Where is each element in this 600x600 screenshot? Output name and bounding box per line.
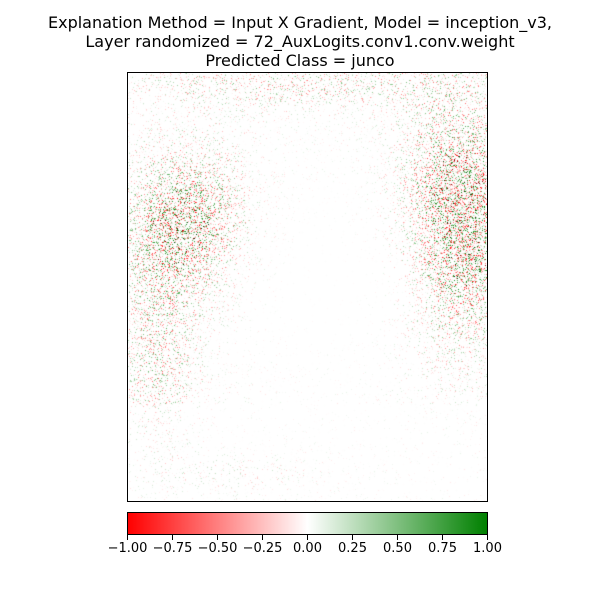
colorbar-tick-label: −1.00 xyxy=(107,541,148,556)
colorbar-tick-mark xyxy=(487,535,488,540)
colorbar-tick-mark xyxy=(307,535,308,540)
colorbar-tick-label: 0.50 xyxy=(383,541,412,556)
colorbar-tick-label: 0.25 xyxy=(338,541,367,556)
figure-title-line-1: Explanation Method = Input X Gradient, M… xyxy=(47,13,552,32)
colorbar-tick-label: −0.75 xyxy=(152,541,193,556)
figure-title-line-3: Predicted Class = junco xyxy=(205,51,395,70)
colorbar-tick-mark xyxy=(397,535,398,540)
colorbar-tick-label: −0.25 xyxy=(242,541,283,556)
colorbar-tick-label: −0.50 xyxy=(197,541,238,556)
colorbar-tick-mark xyxy=(442,535,443,540)
attribution-heatmap-canvas xyxy=(128,73,487,501)
colorbar-tick-label: 1.00 xyxy=(473,541,502,556)
colorbar-tick-mark xyxy=(352,535,353,540)
colorbar-tick-mark xyxy=(262,535,263,540)
colorbar-tick-label: 0.00 xyxy=(293,541,322,556)
colorbar-tick-mark xyxy=(172,535,173,540)
colorbar-tick-mark xyxy=(127,535,128,540)
figure-title-line-2: Layer randomized = 72_AuxLogits.conv1.co… xyxy=(85,32,515,51)
colorbar-tick-mark xyxy=(217,535,218,540)
colorbar xyxy=(127,512,488,535)
attribution-heatmap xyxy=(127,72,488,502)
colorbar-tick-label: 0.75 xyxy=(428,541,457,556)
